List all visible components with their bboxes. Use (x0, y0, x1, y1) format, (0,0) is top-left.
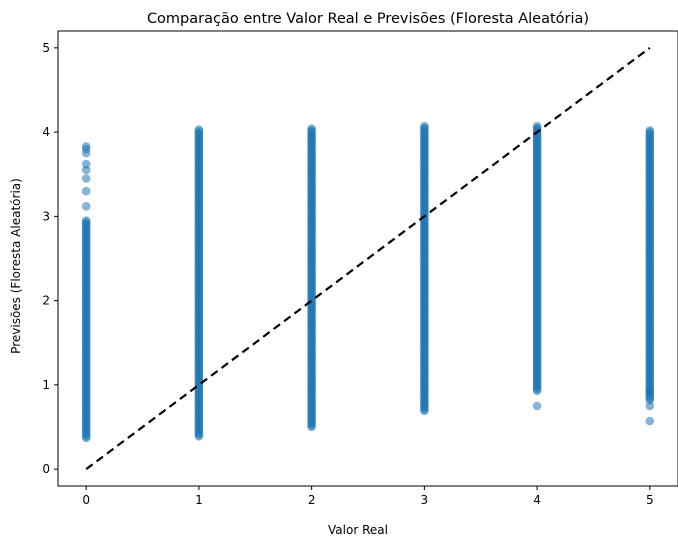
data-point (645, 416, 655, 426)
y-tick-label: 0 (42, 462, 50, 476)
data-point (532, 401, 542, 411)
x-axis-ticks: 0 1 2 3 4 5 (82, 486, 654, 507)
y-tick-label: 1 (42, 378, 50, 392)
data-point (81, 216, 91, 225)
y-tick-label: 3 (42, 209, 50, 223)
x-tick-label: 2 (308, 493, 316, 507)
x-tick-label: 3 (421, 493, 429, 507)
data-point (420, 121, 429, 131)
data-point (194, 125, 204, 134)
y-axis-label: Previsões (Floresta Aleatória) (9, 178, 23, 354)
data-point (81, 159, 91, 169)
y-tick-label: 5 (42, 41, 50, 55)
x-axis-label: Valor Real (328, 523, 388, 537)
plot-frame (57, 30, 678, 487)
plot-points (81, 121, 655, 443)
data-point (645, 387, 655, 396)
data-point (532, 121, 542, 131)
data-point (81, 202, 91, 211)
data-point (81, 142, 91, 151)
data-point (307, 124, 316, 133)
data-point (645, 401, 655, 411)
x-tick-label: 5 (646, 493, 654, 507)
x-tick-label: 1 (195, 493, 203, 507)
chart-title: Comparação entre Valor Real e Previsões … (147, 11, 589, 27)
reference-line (85, 46, 651, 471)
y-tick-label: 4 (42, 125, 50, 139)
y-tick-label: 2 (42, 294, 50, 308)
data-point (81, 165, 91, 175)
x-tick-label: 4 (533, 493, 541, 507)
x-tick-label: 0 (82, 493, 90, 507)
data-point (81, 174, 91, 183)
data-point (81, 186, 91, 196)
y-axis-ticks: 0 1 2 3 4 5 (42, 41, 58, 476)
data-point (645, 126, 655, 135)
